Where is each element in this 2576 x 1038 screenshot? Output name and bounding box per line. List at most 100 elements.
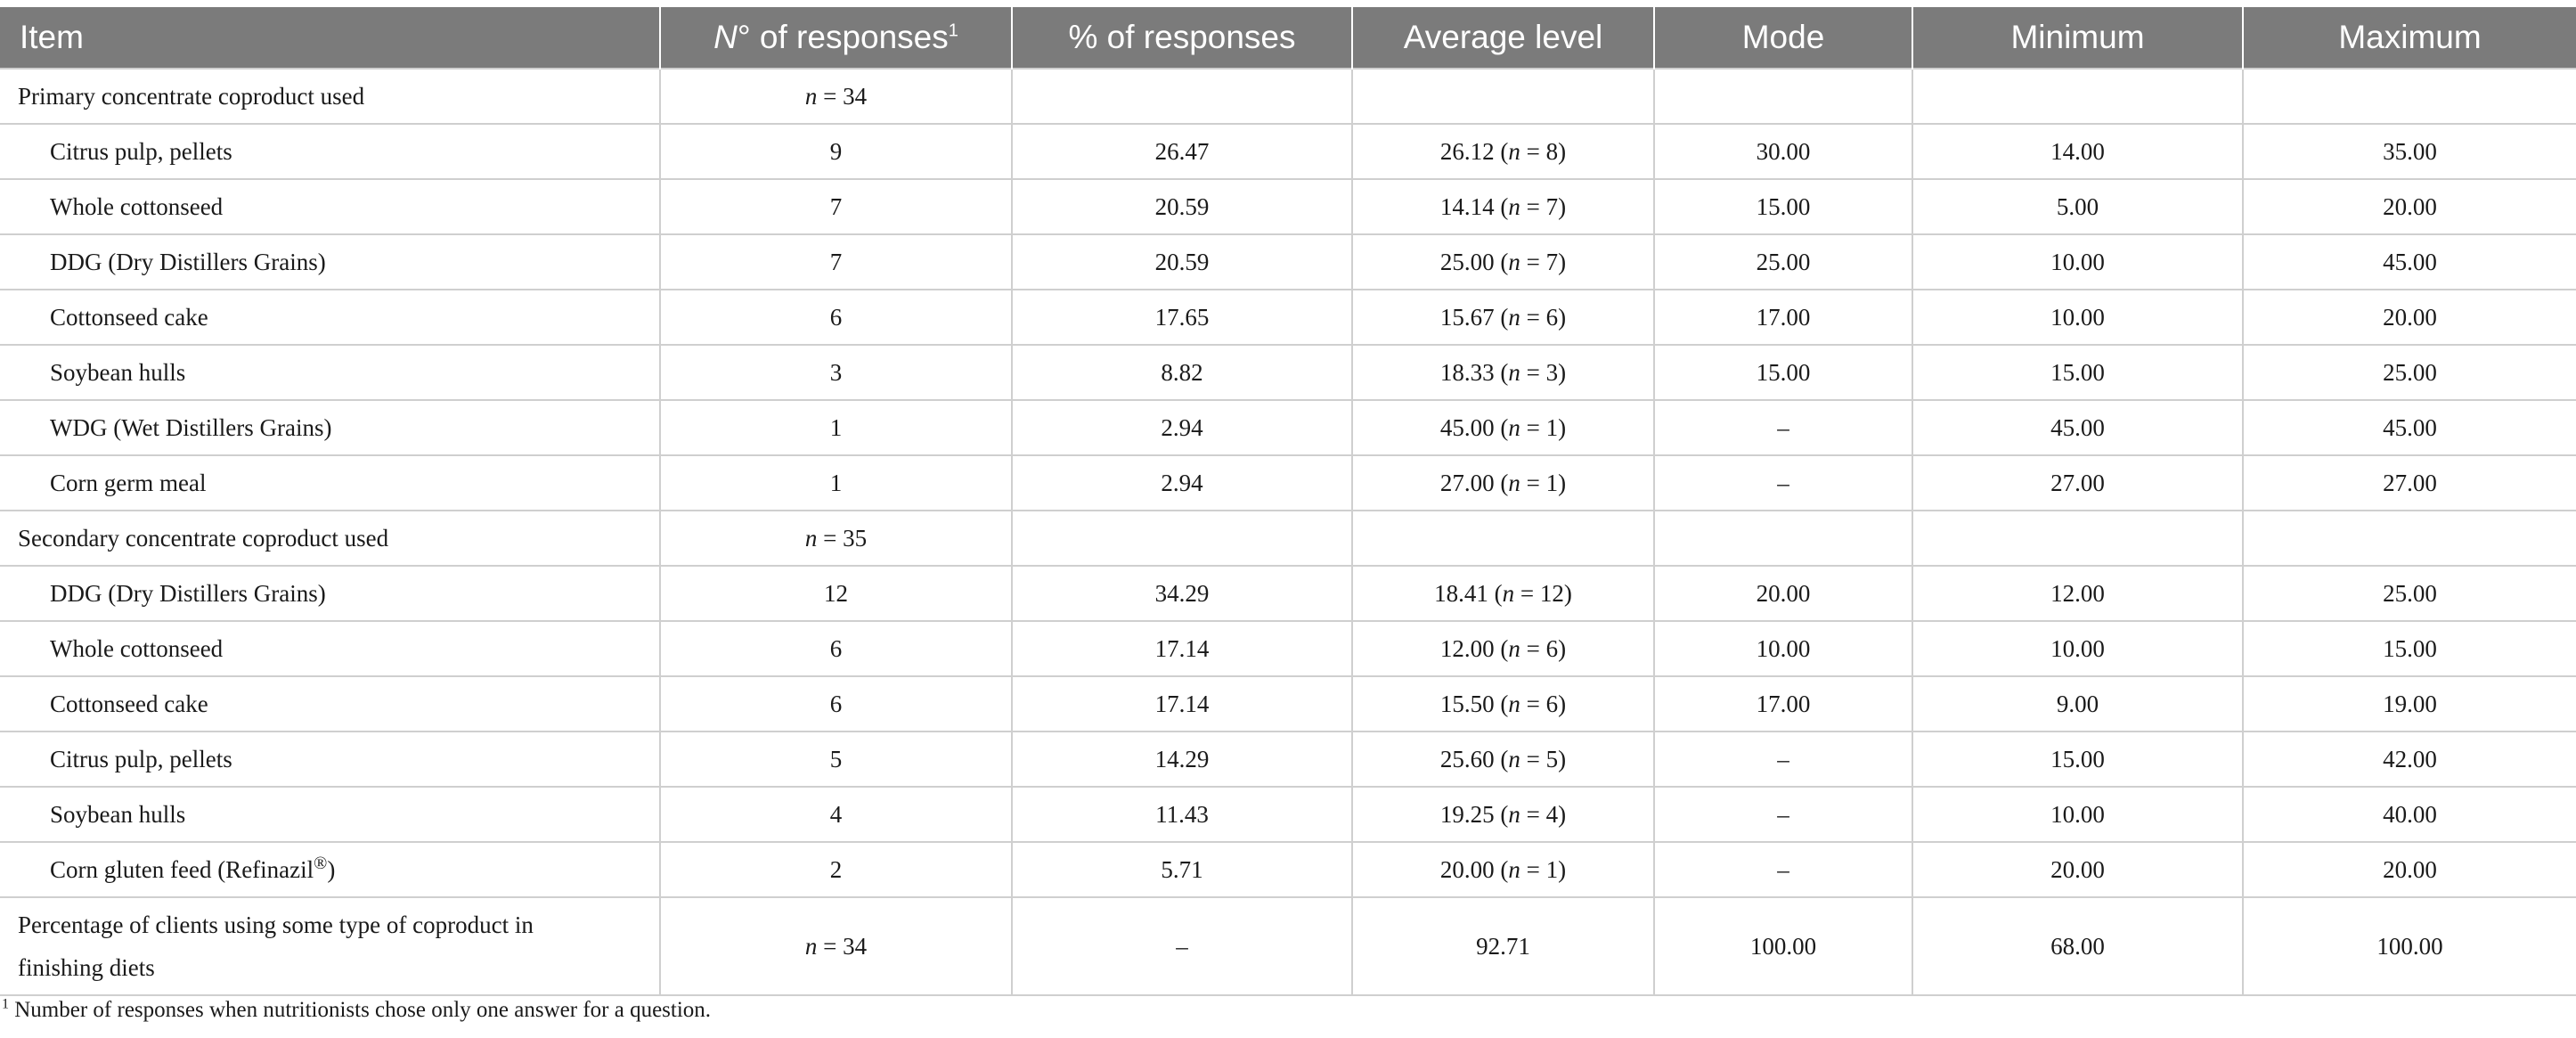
row-responses: 5	[659, 731, 1013, 788]
row-percent: 5.71	[1011, 841, 1353, 898]
row-mode: 15.00	[1653, 344, 1913, 401]
row-percent: 14.29	[1011, 731, 1353, 788]
row-mode: 10.00	[1653, 620, 1913, 677]
row-item: Soybean hulls	[0, 344, 661, 401]
row-item-name: Cottonseed cake	[50, 303, 208, 331]
row-average: 27.00 (n = 1)	[1351, 454, 1655, 511]
row-responses: 6	[659, 675, 1013, 732]
row-responses: 2	[659, 841, 1013, 898]
row-mode: –	[1653, 731, 1913, 788]
summary-mode: 100.00	[1653, 896, 1913, 996]
row-average-value: 19.25 (	[1439, 800, 1509, 828]
table-row: Corn gluten feed (Refinazil®) 2 5.71 20.00 …	[0, 841, 2576, 898]
row-average-value: 25.60 (	[1439, 745, 1509, 772]
row-item-name: Whole cottonseed	[50, 192, 224, 220]
row-percent: 17.65	[1011, 289, 1353, 346]
row-maximum: 27.00	[2242, 454, 2576, 511]
empty-cell	[2242, 68, 2576, 125]
row-average: 25.60 (n = 5)	[1351, 731, 1655, 788]
row-average-value: 15.50 (	[1439, 690, 1509, 717]
header-mode: Mode	[1654, 7, 1913, 69]
row-percent: 20.59	[1011, 178, 1353, 235]
table-row: Whole cottonseed 7 20.59 14.14 (n = 7) 15.00…	[0, 178, 2576, 235]
row-average: 12.00 (n = 6)	[1351, 620, 1655, 677]
group-n-symbol: n	[804, 524, 818, 552]
table-header: Item N° of responses1 % of responses Ave…	[0, 7, 2576, 69]
row-percent: 2.94	[1011, 454, 1353, 511]
row-minimum: 15.00	[1912, 344, 2244, 401]
table-row: Corn germ meal 1 2.94 27.00 (n = 1) –27.00 27…	[0, 454, 2576, 511]
table-row: Soybean hulls 3 8.82 18.33 (n = 3) 15.00 15.0…	[0, 344, 2576, 401]
table-row: Whole cottonseed 6 17.14 12.00 (n = 6) 10.00…	[0, 620, 2576, 677]
row-minimum: 10.00	[1912, 620, 2244, 677]
row-average-count: = 5)	[1520, 745, 1567, 772]
summary-minimum: 68.00	[1912, 896, 2244, 996]
coproduct-table: Item N° of responses1 % of responses Ave…	[0, 7, 2576, 996]
row-average-count: = 1)	[1520, 413, 1567, 441]
row-minimum: 45.00	[1912, 399, 2244, 456]
row-minimum: 20.00	[1912, 841, 2244, 898]
row-percent: 26.47	[1011, 123, 1353, 180]
row-average-value: 15.67 (	[1439, 303, 1509, 331]
row-mode: –	[1653, 841, 1913, 898]
row-average-value: 18.33 (	[1439, 358, 1509, 386]
row-item-name: Citrus pulp, pellets	[50, 745, 232, 772]
row-percent: 34.29	[1011, 565, 1353, 622]
row-percent: 17.14	[1011, 620, 1353, 677]
row-mode: 20.00	[1653, 565, 1913, 622]
row-average-count: = 6)	[1520, 303, 1567, 331]
row-average-n-symbol: n	[1508, 358, 1520, 386]
table-row: DDG (Dry Distillers Grains) 7 20.59 25.00 (…	[0, 233, 2576, 290]
row-item: Corn gluten feed (Refinazil®)	[0, 841, 661, 898]
row-item-name: DDG (Dry Distillers Grains)	[50, 579, 326, 607]
row-average-n-symbol: n	[1508, 855, 1520, 883]
row-item: DDG (Dry Distillers Grains)	[0, 565, 661, 622]
row-average: 19.25 (n = 4)	[1351, 786, 1655, 843]
row-average: 18.41 (n = 12)	[1351, 565, 1655, 622]
row-item-name: WDG (Wet Distillers Grains)	[50, 413, 332, 441]
row-item: Corn germ meal	[0, 454, 661, 511]
row-average-value: 20.00 (	[1439, 855, 1509, 883]
header-percent: % of responses	[1012, 7, 1353, 69]
row-responses: 1	[659, 454, 1013, 511]
summary-average: 92.71	[1351, 896, 1655, 996]
header-responses-degree: °	[737, 19, 751, 55]
empty-cell	[1351, 68, 1655, 125]
row-item: Cottonseed cake	[0, 289, 661, 346]
row-item: DDG (Dry Distillers Grains)	[0, 233, 661, 290]
row-responses: 7	[659, 233, 1013, 290]
row-responses: 6	[659, 289, 1013, 346]
row-average: 18.33 (n = 3)	[1351, 344, 1655, 401]
row-responses: 7	[659, 178, 1013, 235]
row-item-name: DDG (Dry Distillers Grains)	[50, 248, 326, 275]
row-maximum: 35.00	[2242, 123, 2576, 180]
row-item-name-end: )	[327, 855, 336, 883]
row-maximum: 20.00	[2242, 178, 2576, 235]
group-sample-size: n = 34	[659, 68, 1013, 125]
row-maximum: 42.00	[2242, 731, 2576, 788]
row-minimum: 9.00	[1912, 675, 2244, 732]
row-average: 15.50 (n = 6)	[1351, 675, 1655, 732]
row-average-count: = 1)	[1520, 855, 1567, 883]
row-average-n-symbol: n	[1508, 690, 1520, 717]
row-responses: 1	[659, 399, 1013, 456]
header-responses-n: N	[713, 19, 738, 55]
summary-n-symbol: n	[804, 932, 818, 960]
row-average-value: 27.00 (	[1439, 469, 1509, 496]
table-row: Citrus pulp, pellets 5 14.29 25.60 (n = 5) –…	[0, 731, 2576, 788]
row-average: 45.00 (n = 1)	[1351, 399, 1655, 456]
empty-cell	[1011, 510, 1353, 567]
row-item: WDG (Wet Distillers Grains)	[0, 399, 661, 456]
row-maximum: 15.00	[2242, 620, 2576, 677]
summary-sample-size: n = 34	[659, 896, 1013, 996]
empty-cell	[1912, 68, 2244, 125]
row-percent: 20.59	[1011, 233, 1353, 290]
row-average: 20.00 (n = 1)	[1351, 841, 1655, 898]
row-item-name: Cottonseed cake	[50, 690, 208, 717]
row-minimum: 10.00	[1912, 233, 2244, 290]
row-average: 14.14 (n = 7)	[1351, 178, 1655, 235]
header-responses-footnote-marker: 1	[948, 20, 958, 41]
row-item: Citrus pulp, pellets	[0, 123, 661, 180]
row-average-count: = 7)	[1520, 192, 1567, 220]
row-average-value: 14.14 (	[1439, 192, 1509, 220]
